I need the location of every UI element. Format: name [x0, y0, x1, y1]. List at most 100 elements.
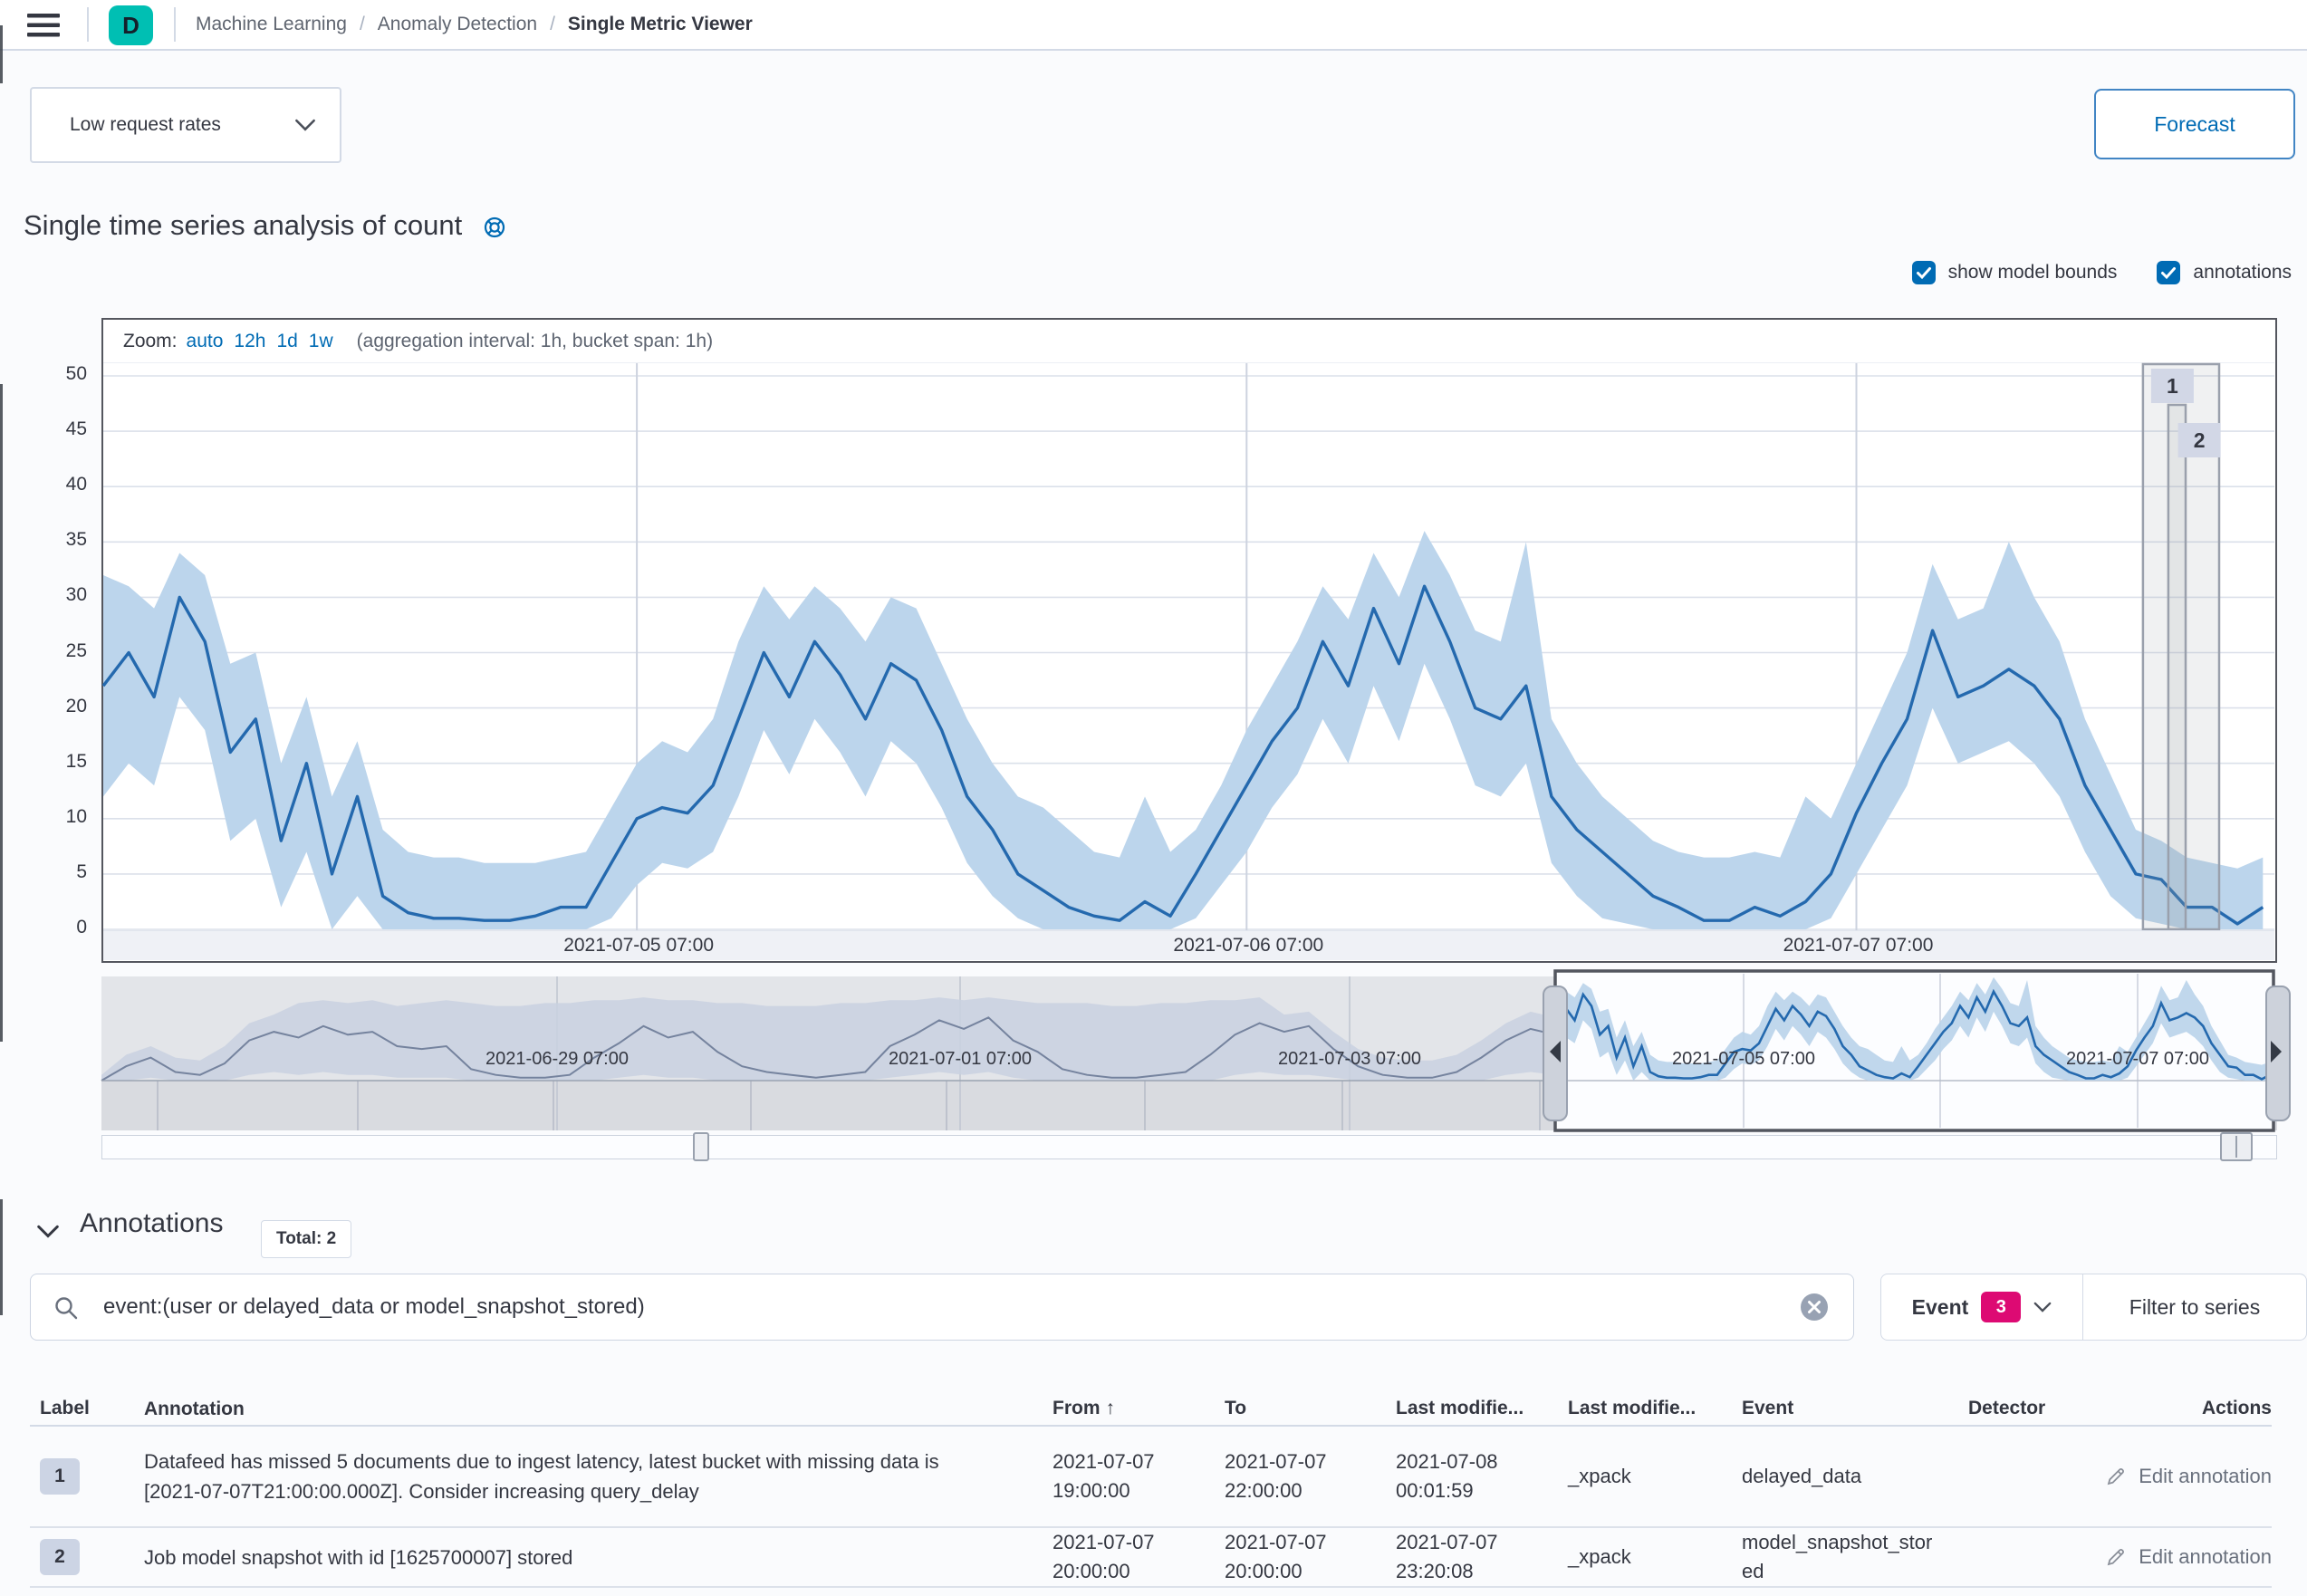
- navigator-tick-label: 2021-07-05 07:00: [1672, 1049, 1815, 1069]
- x-tick-label: 2021-07-06 07:00: [1173, 935, 1324, 956]
- chart-scrollbar[interactable]: [101, 1132, 2277, 1161]
- show-model-bounds-checkbox[interactable]: show model bounds: [1911, 261, 2118, 284]
- pencil-icon: [2107, 1549, 2125, 1566]
- screen-edge-artifact: [0, 384, 3, 1042]
- scrollbar-handle-icon[interactable]: [693, 1132, 709, 1161]
- annotation-chip[interactable]: [2150, 369, 2194, 403]
- event-cell: model_snapshot_stored: [1742, 1531, 1933, 1582]
- zoom-link-1d[interactable]: 1d: [276, 330, 298, 351]
- filter-to-series-button[interactable]: Filter to series: [2083, 1274, 2306, 1340]
- breadcrumb-machine-learning[interactable]: Machine Learning: [196, 14, 347, 34]
- from-cell: 2021-07-07 20:00:00: [1053, 1531, 1155, 1582]
- y-tick-label: 50: [65, 363, 87, 384]
- event-filter-label: Event: [1911, 1294, 1969, 1319]
- sort-ascending-icon: ↑: [1105, 1398, 1116, 1418]
- table-row: 1 Datafeed has missed 5 documents due to…: [30, 1427, 2272, 1528]
- annotation-text: Datafeed has missed 5 documents due to i…: [144, 1450, 939, 1503]
- x-tick-label: 2021-07-07 07:00: [1783, 935, 1934, 956]
- last-modified-by-cell: _xpack: [1568, 1465, 1631, 1487]
- breadcrumb: Machine Learning / Anomaly Detection / S…: [196, 0, 753, 49]
- event-cell: delayed_data: [1742, 1465, 1862, 1487]
- scrollbar-grip-icon[interactable]: [2220, 1132, 2253, 1161]
- aggregation-info: (aggregation interval: 1h, bucket span: …: [356, 330, 714, 351]
- time-series-chart[interactable]: 12: [101, 362, 2274, 931]
- annotations-search: [30, 1274, 1854, 1341]
- checkbox-checked-icon: [2157, 261, 2181, 284]
- column-header-actions: Actions: [2201, 1398, 2272, 1418]
- column-header-detector[interactable]: Detector: [1968, 1398, 2046, 1418]
- column-header-to[interactable]: To: [1225, 1398, 1247, 1418]
- header-divider: [174, 7, 176, 42]
- edit-annotation-button[interactable]: Edit annotation: [2077, 1465, 2272, 1488]
- breadcrumb-anomaly-detection[interactable]: Anomaly Detection: [377, 14, 538, 34]
- help-icon[interactable]: [482, 215, 507, 240]
- show-model-bounds-label: show model bounds: [1947, 262, 2118, 283]
- model-bounds-band: [103, 531, 2264, 929]
- annotation-band[interactable]: [2141, 362, 2221, 931]
- y-tick-label: 30: [65, 584, 87, 606]
- navigator-selection-band: [1558, 976, 2271, 1081]
- annotations-table: Label Annotation From ↑ To Last modifie..…: [30, 1392, 2272, 1588]
- forecast-button-label: Forecast: [2154, 111, 2235, 136]
- y-tick-label: 15: [65, 750, 87, 772]
- job-selector-value: Low request rates: [70, 114, 221, 135]
- actual-value-line: [101, 584, 2264, 926]
- x-axis: 2021-07-05 07:00 2021-07-06 07:00 2021-07-…: [103, 930, 2274, 960]
- navigator-dim-line: [101, 1016, 1556, 1082]
- zoom-label: Zoom:: [123, 330, 178, 351]
- breadcrumb-bar: D Machine Learning / Anomaly Detection /…: [0, 0, 2307, 51]
- pencil-icon: [2107, 1468, 2125, 1485]
- annotation-chip[interactable]: [2177, 423, 2221, 457]
- annotation-label-badge: 2: [40, 1539, 80, 1575]
- column-header-from[interactable]: From ↑: [1053, 1398, 1116, 1418]
- navigator-tick-label: 2021-07-01 07:00: [889, 1049, 1032, 1069]
- job-selector-dropdown[interactable]: Low request rates: [30, 87, 341, 163]
- menu-icon[interactable]: [27, 14, 60, 37]
- breadcrumb-current-page: Single Metric Viewer: [567, 14, 753, 34]
- y-tick-label: 5: [76, 860, 87, 882]
- to-cell: 2021-07-07 20:00:00: [1225, 1531, 1327, 1582]
- chart-controls: show model bounds annotations: [1911, 261, 2292, 284]
- table-row: 2 Job model snapshot with id [1625700007…: [30, 1528, 2272, 1588]
- context-navigator-chart[interactable]: [101, 968, 2291, 1132]
- last-modified-by-cell: _xpack: [1568, 1545, 1631, 1568]
- annotation-text: Job model snapshot with id [1625700007] …: [144, 1545, 573, 1569]
- annotations-filter-group: Event 3 Filter to series: [1880, 1274, 2307, 1341]
- chevron-down-icon: [2033, 1302, 2052, 1312]
- column-header-last-modified-date[interactable]: Last modifie...: [1396, 1398, 1524, 1418]
- annotations-checkbox[interactable]: annotations: [2157, 261, 2292, 284]
- y-tick-label: 10: [65, 805, 87, 827]
- navigator-dim-band: [101, 997, 1555, 1081]
- annotation-band[interactable]: [2167, 403, 2187, 931]
- annotations-checkbox-label: annotations: [2193, 262, 2292, 283]
- column-header-event[interactable]: Event: [1742, 1398, 1794, 1418]
- event-filter-dropdown[interactable]: Event 3: [1881, 1274, 2083, 1340]
- column-header-annotation[interactable]: Annotation: [144, 1398, 245, 1419]
- zoom-link-12h[interactable]: 12h: [234, 330, 266, 351]
- breadcrumb-separator: /: [550, 14, 555, 34]
- annotations-collapse-chevron-icon[interactable]: [36, 1225, 60, 1239]
- from-cell: 2021-07-07 19:00:00: [1053, 1450, 1155, 1502]
- chevron-left-icon: [1550, 1041, 1561, 1062]
- column-header-last-modified-by[interactable]: Last modifie...: [1568, 1398, 1697, 1418]
- edit-annotation-button[interactable]: Edit annotation: [2077, 1545, 2272, 1569]
- checkbox-checked-icon: [1911, 261, 1936, 284]
- column-header-label[interactable]: Label: [40, 1398, 90, 1418]
- screen-edge-artifact: [0, 1199, 3, 1315]
- page-title: Single time series analysis of count: [24, 209, 507, 242]
- annotations-search-input[interactable]: [101, 1274, 1790, 1340]
- annotation-label-badge: 1: [40, 1458, 80, 1495]
- space-avatar[interactable]: D: [109, 5, 153, 45]
- page-title-text: Single time series analysis of count: [24, 209, 463, 241]
- x-tick-label: 2021-07-05 07:00: [563, 935, 714, 956]
- last-modified-date-cell: 2021-07-07 23:20:08: [1396, 1531, 1498, 1582]
- edit-annotation-label: Edit annotation: [2139, 1465, 2272, 1487]
- chevron-down-icon: [294, 119, 316, 132]
- zoom-link-auto[interactable]: auto: [186, 330, 224, 351]
- navigator-tick-label: 2021-07-03 07:00: [1278, 1049, 1421, 1069]
- zoom-link-1w[interactable]: 1w: [308, 330, 333, 351]
- clear-search-icon[interactable]: [1799, 1292, 1830, 1322]
- filter-to-series-label: Filter to series: [2129, 1294, 2261, 1319]
- forecast-button[interactable]: Forecast: [2094, 89, 2295, 159]
